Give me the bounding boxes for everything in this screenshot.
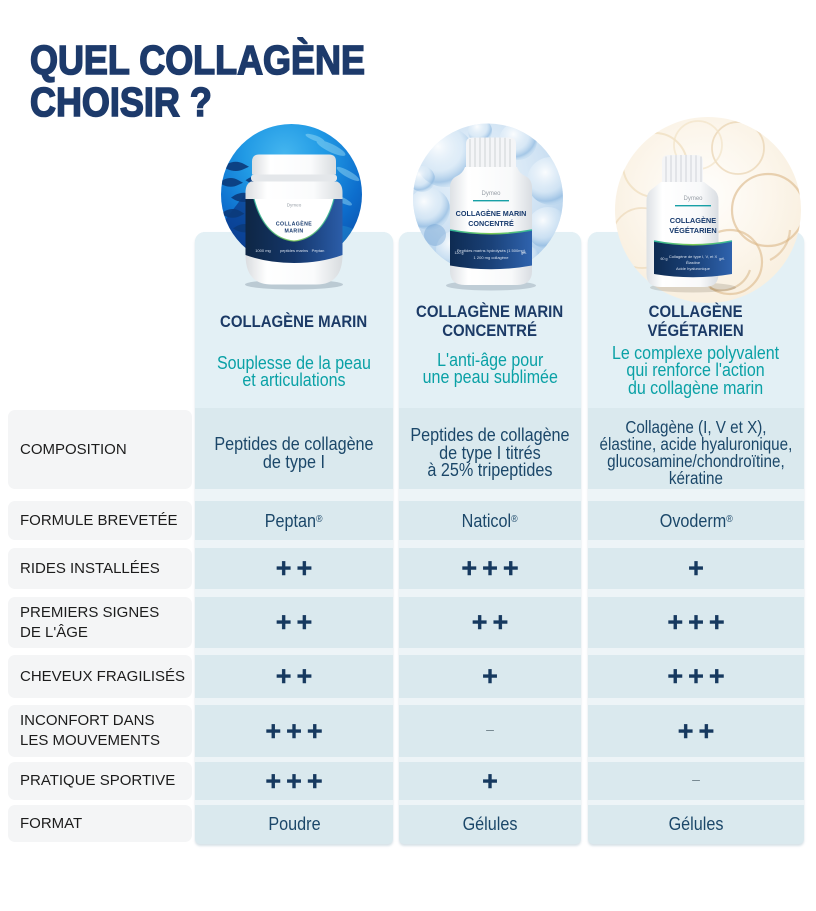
svg-text:COLLAGÈNE MARIN: COLLAGÈNE MARIN: [456, 209, 527, 218]
svg-text:Collagène de type I, V, et X: Collagène de type I, V, et X: [669, 254, 718, 259]
svg-text:Élastine: Élastine: [686, 260, 701, 265]
svg-text:60 g: 60 g: [661, 257, 668, 261]
svg-text:COLLAGÈNE: COLLAGÈNE: [670, 216, 716, 225]
svg-text:VÉGÉTARIEN: VÉGÉTARIEN: [669, 226, 717, 235]
svg-text:Peptides marins hydrolysés (1: Peptides marins hydrolysés (1 500mg): [457, 248, 526, 253]
svg-text:1000 mg: 1000 mg: [255, 248, 271, 253]
svg-text:gél.: gél.: [521, 251, 527, 255]
svg-text:CONCENTRÉ: CONCENTRÉ: [468, 219, 514, 228]
svg-text:Acide hyaluronique: Acide hyaluronique: [676, 266, 711, 271]
svg-text:Dymeo: Dymeo: [683, 196, 703, 202]
svg-text:1 200 mg collagène: 1 200 mg collagène: [474, 255, 510, 260]
svg-text:MARIN: MARIN: [284, 229, 303, 235]
svg-text:120 g: 120 g: [455, 251, 464, 255]
svg-text:Peptan: Peptan: [312, 248, 325, 253]
svg-text:gél.: gél.: [719, 257, 725, 261]
svg-text:Dymeo: Dymeo: [287, 203, 302, 208]
svg-text:COLLAGÈNE: COLLAGÈNE: [276, 220, 312, 228]
svg-text:Dymeo: Dymeo: [481, 191, 501, 197]
svg-text:peptides marins: peptides marins: [280, 248, 308, 253]
